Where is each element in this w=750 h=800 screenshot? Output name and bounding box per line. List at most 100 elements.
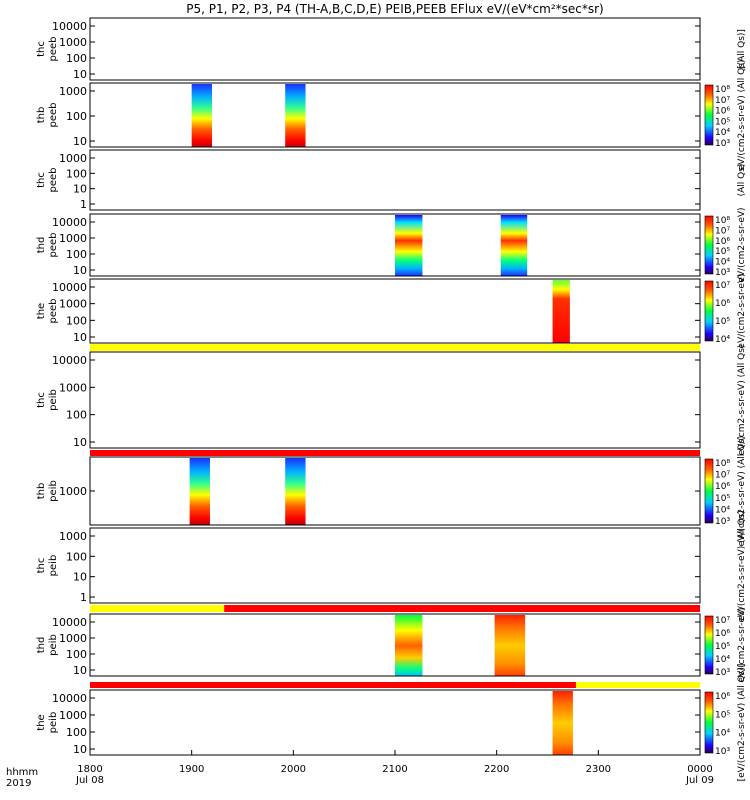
panel-frame [89, 689, 701, 756]
y-tick-label: 10000 [52, 216, 87, 229]
y-tick-label: 10000 [52, 281, 87, 294]
y-tick-label: 1000 [59, 530, 87, 543]
y-tick-label: 1000 [59, 85, 87, 98]
x-tick-label: 2200 [484, 764, 509, 775]
panel-frame [89, 278, 701, 344]
colorbar-tick-label: 10³ [715, 517, 730, 527]
panel-frame [89, 17, 701, 81]
colorbar-tick-label: 10⁶ [715, 107, 730, 117]
panel-probe-label: thd [36, 237, 47, 254]
panel-thd-peib-8: 10000 1000 100 10 thd peib 10⁷ 10⁶ 10⁵ 10⁴ 10³ eV/(… [36, 607, 747, 682]
panel-species-label: peib [48, 712, 59, 734]
panel-species-label: peeb [48, 299, 59, 324]
colorbar-tick-label: 10⁷ [715, 471, 730, 481]
colorbar-tick-label: 10³ [715, 268, 730, 278]
colorbar-units-label: eV/(cm2-s-sr-eV) (All Qs) [737, 345, 747, 456]
panel-frame [89, 82, 701, 148]
y-tick-label: 10 [73, 743, 87, 756]
y-tick-label: 10000 [52, 616, 87, 629]
y-tick-label: 10 [73, 331, 87, 344]
panel-species-label: peib [48, 480, 59, 502]
colorbar-tick-label: 10⁵ [715, 247, 730, 257]
y-tick-label: 10000 [52, 20, 87, 33]
y-tick-label: 100 [66, 52, 87, 65]
x-tick-date: Jul 09 [685, 775, 714, 786]
data-burst [494, 615, 526, 676]
y-tick-label: 10 [73, 135, 87, 148]
y-tick-label: 1000 [59, 232, 87, 245]
y-tick-label: 10 [73, 264, 87, 277]
y-tick-label: 100 [66, 550, 87, 563]
time-label-year: 2019 [6, 778, 32, 789]
x-tick-label: 1800 [77, 764, 102, 775]
colorbar [704, 615, 714, 675]
status-bar-segment [224, 605, 700, 612]
panel-species-label: peeb [48, 37, 59, 62]
colorbar-units-label: eV/(cm2-s-sr-eV) (All Qs) [737, 436, 747, 547]
y-tick-label: 100 [66, 167, 87, 180]
y-tick-label: 1000 [59, 709, 87, 722]
colorbar-tick-label: 10⁸ [715, 85, 730, 95]
colorbar-tick-label: 10⁶ [715, 692, 730, 702]
colorbar-tick-label: 10⁷ [715, 96, 730, 106]
y-tick-label: 1000 [59, 632, 87, 645]
panel-thc-peib-7: 1000 100 10 1 thc peib eV/(cm2-s-sr-eV) (All Q… [36, 510, 747, 621]
colorbar-tick-label: 10⁷ [715, 281, 730, 291]
y-tick-label: 1000 [59, 485, 87, 498]
colorbar-tick-label: 10⁵ [715, 117, 730, 127]
panel-probe-label: thd [36, 637, 47, 654]
colorbar-units-label: (All Qs) [737, 164, 747, 197]
colorbar-tick-label: 10⁵ [715, 317, 730, 327]
colorbar [704, 280, 714, 342]
colorbar-tick-label: 10⁴ [715, 655, 730, 665]
colorbar-tick-label: 10⁶ [715, 629, 730, 639]
panel-frame [89, 527, 701, 604]
panel-species-label: peeb [48, 233, 59, 258]
y-tick-label: 10 [73, 571, 87, 584]
panel-thc-peib-5: 10000 1000 100 10 thc peib eV/(cm2-s-sr-eV) (A… [36, 345, 747, 456]
panel-frame [89, 213, 701, 277]
y-tick-label: 100 [66, 726, 87, 739]
panel-species-label: peib [48, 634, 59, 656]
x-tick-label: 1900 [179, 764, 204, 775]
y-tick-label: 10 [73, 68, 87, 81]
y-tick-label: 10 [73, 436, 87, 449]
y-tick-label: 1000 [59, 152, 87, 165]
panel-frame [89, 351, 701, 449]
panel-probe-label: the [36, 714, 47, 730]
data-burst [191, 84, 212, 147]
data-burst [285, 84, 306, 147]
colorbar-tick-label: 10⁶ [715, 237, 730, 247]
y-tick-label: 1000 [59, 36, 87, 49]
colorbar-tick-label: 10⁴ [715, 729, 730, 739]
x-tick-date: Jul 08 [75, 775, 104, 786]
data-burst [500, 215, 528, 276]
panel-probe-label: the [36, 303, 47, 319]
panel-frame [89, 456, 701, 526]
chart-title: P5, P1, P2, P3, P4 (TH-A,B,C,D,E) PEIB,P… [186, 2, 604, 16]
panel-probe-label: thc [36, 172, 47, 188]
status-bar-segment [90, 344, 700, 351]
y-tick-label: 100 [66, 648, 87, 661]
data-burst [552, 691, 573, 755]
colorbar-tick-label: 10⁶ [715, 299, 730, 309]
status-bar-segment [90, 682, 576, 688]
y-tick-label: 100 [66, 314, 87, 327]
panel-probe-label: thb [36, 107, 47, 124]
status-bar-segment [90, 605, 225, 612]
y-tick-label: 1 [80, 198, 87, 211]
panel-thc-peeb-2: 1000 100 10 1 thc peeb (All Qs) [36, 149, 747, 211]
panel-species-label: peeb [48, 168, 59, 193]
colorbar-tick-label: 10³ [715, 668, 730, 678]
colorbar [704, 215, 714, 275]
panel-species-label: peeb [48, 103, 59, 128]
colorbar-tick-label: 10⁶ [715, 482, 730, 492]
y-tick-label: 10 [73, 183, 87, 196]
y-tick-label: 10000 [52, 692, 87, 705]
x-tick-label: 2000 [281, 764, 306, 775]
data-burst [552, 280, 570, 343]
colorbar-tick-label: 10⁷ [715, 226, 730, 236]
